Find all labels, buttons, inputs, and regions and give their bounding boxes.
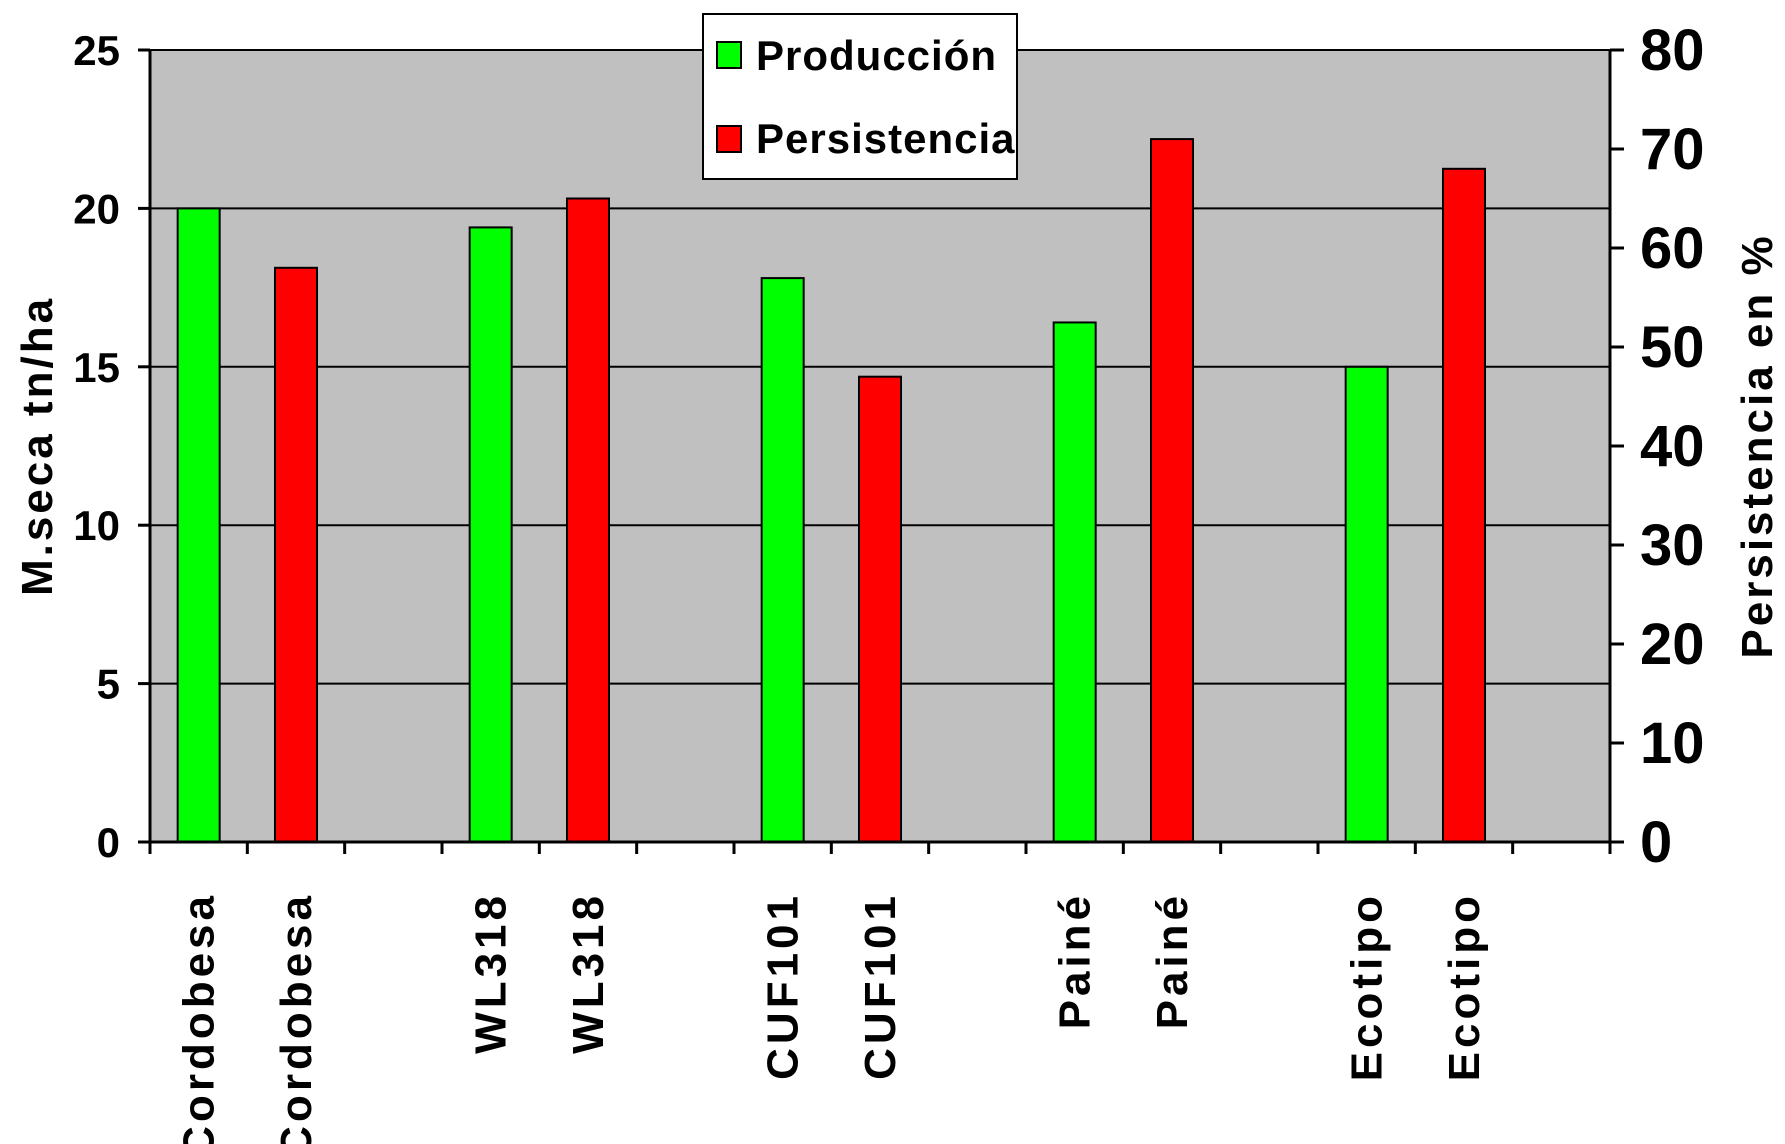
bar-producci-n-1 [468,226,513,843]
bar-persistencia-1 [566,197,610,843]
bar-producci-n-3 [1052,321,1097,843]
category-label: Painé [1148,892,1197,1029]
y-tick-label: 25 [73,27,120,74]
legend-box [702,13,1018,180]
category-label: Cordobesa [175,892,224,1144]
y2-tick-label: 20 [1640,612,1705,677]
bar-producci-n-0 [176,207,221,843]
category-label: CUF101 [759,892,808,1080]
y2-tick-label: 30 [1640,513,1705,578]
category-label: Cordobesa [272,892,321,1144]
bar-persistencia-3 [1150,138,1194,844]
right-axis-ticks: 0 10 20 30 40 50 60 70 80 [1610,18,1705,875]
category-labels: Cordobesa WL318 CUF101 Painé Ecotipo Cordobes… [175,892,1489,1144]
category-label: Ecotipo [1343,892,1392,1081]
bar-producci-n-2 [760,277,805,843]
y2-tick-label: 10 [1640,711,1705,776]
legend-swatch-persistencia [716,125,742,153]
y2-tick-label: 40 [1640,414,1705,479]
bar-persistencia-0 [274,266,318,843]
legend-label-produccion: Producción [756,32,997,79]
y2-tick-label: 0 [1640,810,1672,875]
y2-tick-label: 60 [1640,216,1705,281]
y-tick-label: 20 [73,185,120,232]
bars [176,138,1486,844]
category-label: WL318 [564,892,613,1054]
bar-persistencia-2 [858,375,902,843]
legend-swatch-produccion [716,41,742,69]
bar-persistencia-4 [1442,167,1486,844]
y2-tick-label: 70 [1640,117,1705,182]
category-label: Ecotipo [1440,892,1489,1081]
category-label: WL318 [467,892,516,1054]
y-tick-label: 5 [97,661,120,708]
y2-axis-title: Persistencia en % [1733,233,1782,658]
y-tick-label: 0 [97,819,120,866]
bar-producci-n-4 [1344,365,1389,843]
category-label: CUF101 [856,892,905,1080]
y2-tick-label: 80 [1640,18,1705,83]
y-tick-label: 15 [73,344,120,391]
y2-tick-label: 50 [1640,315,1705,380]
legend: Producción Persistencia [702,13,1018,180]
y-axis-title: M.seca tn/ha [13,296,62,596]
legend-label-persistencia: Persistencia [756,115,1016,162]
y-tick-label: 10 [73,502,120,549]
left-axis-ticks: 0 5 10 15 20 25 [73,27,150,866]
category-label: Painé [1051,892,1100,1029]
